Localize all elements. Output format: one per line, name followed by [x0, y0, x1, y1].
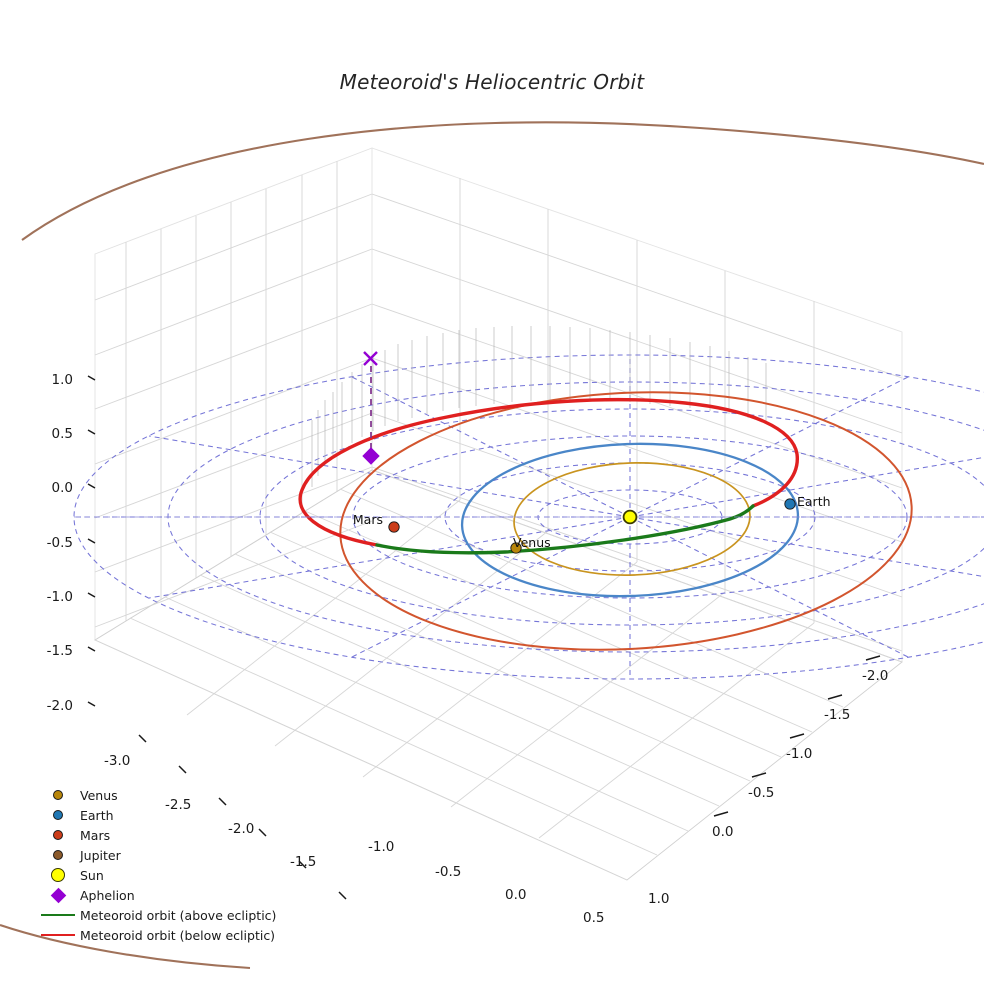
svg-text:0.5: 0.5: [52, 426, 73, 442]
orbit-jupiter: [0, 121, 984, 970]
pane-floor: [94, 469, 903, 881]
svg-text:-2.0: -2.0: [228, 821, 254, 837]
legend-item-sun[interactable]: Sun: [36, 865, 336, 885]
y-axis-ticklabels: -2.0 -1.5 -1.0 -0.5 0.0: [712, 668, 888, 840]
svg-text:-0.5: -0.5: [748, 785, 774, 801]
label-earth: Earth: [797, 494, 831, 509]
legend-item-venus[interactable]: Venus: [36, 785, 336, 805]
planet-markers: [388, 498, 796, 554]
aphelion-diamond-icon: [362, 447, 380, 465]
meteoroid-below-ecliptic: [298, 397, 799, 547]
circle-marker-icon: [36, 850, 80, 860]
x-axis-ticklabels: -3.0 -2.5 -2.0 -1.5 -1.0 -0.5 0.0 0.5 1.…: [104, 753, 669, 926]
svg-text:-1.5: -1.5: [290, 854, 316, 870]
earth-marker: [784, 498, 796, 510]
circle-marker-icon: [36, 830, 80, 840]
projection-stems: [311, 326, 767, 487]
sun-marker-icon: [36, 868, 80, 882]
legend-label: Meteoroid orbit (below ecliptic): [80, 927, 276, 943]
label-venus: Venus: [513, 535, 551, 550]
meteoroid-above-ecliptic: [375, 504, 755, 555]
svg-text:-1.0: -1.0: [786, 746, 812, 762]
sun-marker: [622, 509, 638, 525]
body-labels: Mars Venus Earth: [353, 494, 831, 550]
legend-item-meteoroid-above[interactable]: Meteoroid orbit (above ecliptic): [36, 905, 336, 925]
page-title: Meteoroid's Heliocentric Orbit: [339, 70, 645, 94]
z-axis-ticklabels: 1.0 0.5 0.0 -0.5 -1.0 -1.5 -2.0: [47, 372, 73, 714]
axis-ticks: [87, 375, 881, 900]
orbit-earth: [460, 442, 800, 598]
svg-text:0.0: 0.0: [712, 824, 733, 840]
legend-item-meteoroid-below[interactable]: Meteoroid orbit (below ecliptic): [36, 925, 336, 945]
legend-item-mars[interactable]: Mars: [36, 825, 336, 845]
diamond-marker-icon: [36, 887, 80, 903]
svg-text:0.0: 0.0: [52, 480, 73, 496]
svg-text:-2.5: -2.5: [165, 797, 191, 813]
svg-text:-0.5: -0.5: [435, 864, 461, 880]
legend-label: Mars: [80, 827, 111, 843]
legend-label: Meteoroid orbit (above ecliptic): [80, 907, 277, 923]
legend-label: Aphelion: [80, 887, 135, 903]
axes3d-panes: [94, 147, 903, 881]
mars-marker: [388, 521, 400, 533]
svg-text:-0.5: -0.5: [47, 535, 73, 551]
legend-label: Sun: [80, 867, 104, 883]
svg-text:-1.0: -1.0: [47, 589, 73, 605]
legend-label: Jupiter: [80, 847, 121, 863]
legend-label: Venus: [80, 787, 118, 803]
aphelion-x-icon: [363, 351, 378, 366]
svg-text:1.0: 1.0: [52, 372, 73, 388]
svg-text:-1.5: -1.5: [47, 643, 73, 659]
line-swatch-icon: [36, 914, 80, 916]
line-swatch-icon: [36, 934, 80, 936]
label-mars: Mars: [353, 512, 383, 527]
svg-text:1.0: 1.0: [648, 891, 669, 907]
legend: Venus Earth Mars Jupiter Sun: [36, 785, 336, 945]
orbit-venus: [513, 462, 751, 576]
svg-text:0.5: 0.5: [583, 910, 604, 926]
venus-marker: [510, 542, 522, 554]
legend-label: Earth: [80, 807, 114, 823]
svg-text:-3.0: -3.0: [104, 753, 130, 769]
pane-left-wall: [94, 147, 373, 641]
legend-item-earth[interactable]: Earth: [36, 805, 336, 825]
svg-text:-2.0: -2.0: [47, 698, 73, 714]
circle-marker-icon: [36, 790, 80, 800]
circle-marker-icon: [36, 810, 80, 820]
svg-text:0.0: 0.0: [505, 887, 526, 903]
legend-item-jupiter[interactable]: Jupiter: [36, 845, 336, 865]
pane-right-wall: [371, 147, 903, 663]
legend-item-aphelion[interactable]: Aphelion: [36, 885, 336, 905]
svg-text:-1.0: -1.0: [368, 839, 394, 855]
svg-text:-2.0: -2.0: [862, 668, 888, 684]
svg-text:-1.5: -1.5: [824, 707, 850, 723]
orbit-meteoroid: [298, 397, 799, 555]
aphelion-marker-group: [362, 351, 380, 465]
